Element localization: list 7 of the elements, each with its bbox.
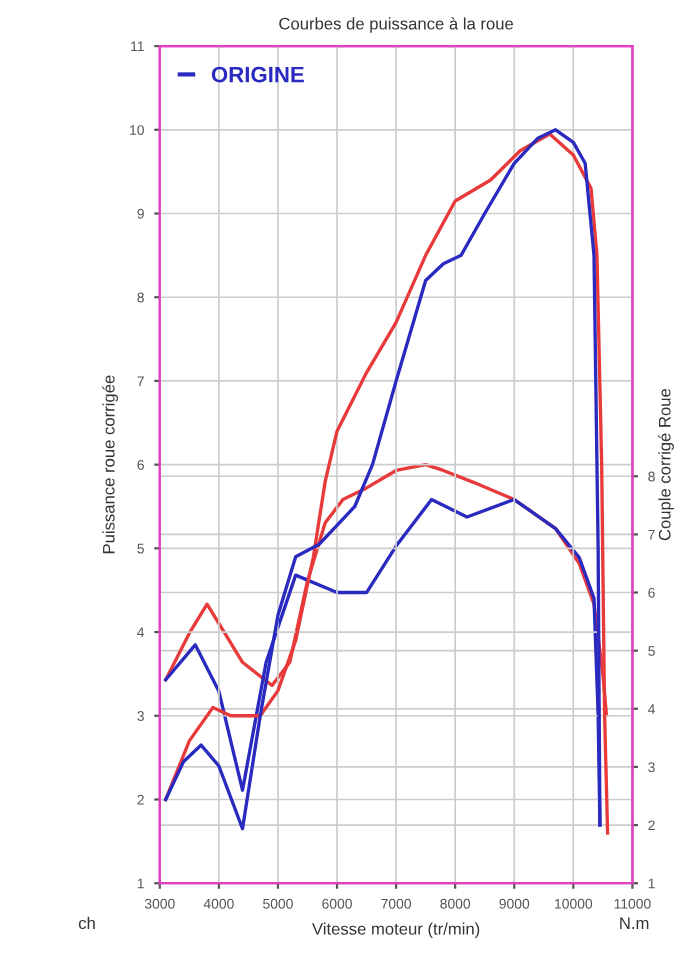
text: N.m — [620, 917, 649, 929]
legend-label: ORIGINE — [211, 66, 304, 83]
chart-title: Courbes de puissance à la roue — [279, 17, 514, 33]
y-axis-title: Puissance roue corrigée — [102, 375, 118, 554]
text: ch — [78, 916, 95, 930]
y2-axis-title: Couple corrigé Roue — [658, 388, 674, 541]
x-axis-title: Vitesse moteur (tr/min) — [312, 922, 480, 939]
